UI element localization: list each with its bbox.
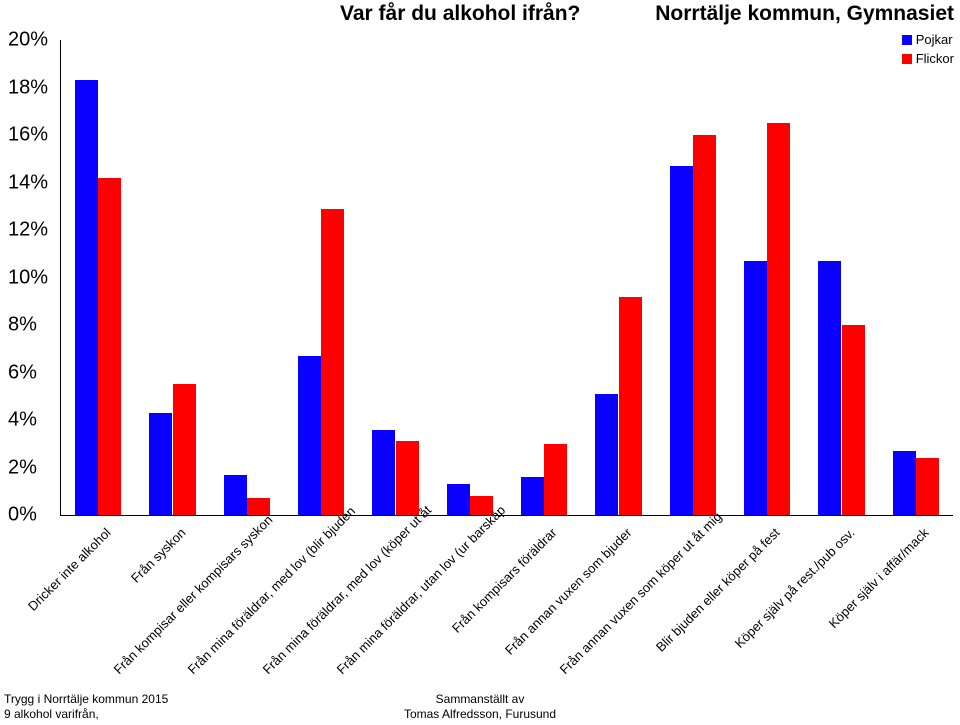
bar [298, 356, 321, 515]
footer-center-line2: Tomas Alfredsson, Furusund [404, 707, 556, 721]
y-tick-label: 12% [8, 219, 56, 242]
y-tick-label: 10% [8, 266, 56, 289]
chart-title-question: Var får du alkohol ifrån? [340, 2, 580, 26]
bar [818, 261, 841, 515]
bar [893, 451, 916, 515]
x-tick-label: Köper själv på rest./pub osv. [705, 525, 857, 677]
bar [544, 444, 567, 515]
y-tick-label: 2% [8, 456, 56, 479]
bar [916, 458, 939, 515]
x-tick-label: Från annan vuxen som bjuder [482, 525, 634, 677]
y-tick-label: 8% [8, 314, 56, 337]
chart-title-location: Norrtälje kommun, Gymnasiet [655, 2, 954, 26]
bar [842, 325, 865, 515]
x-tick-label: Blir bjuden eller köper på fest [631, 525, 783, 677]
bar [744, 261, 767, 515]
bar [321, 209, 344, 515]
y-tick-label: 0% [8, 504, 56, 527]
bar [149, 413, 172, 515]
bar [595, 394, 618, 515]
y-tick-label: 4% [8, 409, 56, 432]
x-tick-label: Från mina föräldrar, med lov (köper ut å… [259, 525, 411, 677]
bar [693, 135, 716, 515]
x-tick-label: Från kompisar eller kompisars syskon [110, 525, 262, 677]
bar [447, 484, 470, 515]
bar [173, 384, 196, 515]
bar [247, 498, 270, 515]
x-tick-label: Från syskon [36, 525, 188, 677]
footer-center: Sammanställt av Tomas Alfredsson, Furusu… [0, 692, 960, 721]
y-tick-label: 16% [8, 124, 56, 147]
bar [396, 441, 419, 515]
bar [75, 80, 98, 515]
x-tick-label: Från kompisars föräldrar [408, 525, 560, 677]
y-tick-label: 20% [8, 29, 56, 52]
x-tick-label: Från mina föräldrar, med lov (blir bjude… [185, 525, 337, 677]
bar [670, 166, 693, 515]
y-tick-label: 6% [8, 361, 56, 384]
bar [98, 178, 121, 515]
title-row: Var får du alkohol ifrån? Norrtälje komm… [0, 2, 960, 28]
bar [619, 297, 642, 516]
y-tick-label: 14% [8, 171, 56, 194]
x-tick-label: Från annan vuxen som köper ut åt mig [556, 525, 708, 677]
bar [521, 477, 544, 515]
plot-area [60, 40, 953, 516]
bar [224, 475, 247, 515]
footer-center-line1: Sammanställt av [436, 692, 525, 706]
x-tick-label: Köper själv i affär/mack [779, 525, 931, 677]
bar [372, 430, 395, 516]
y-tick-label: 18% [8, 76, 56, 99]
bar [767, 123, 790, 515]
x-tick-label: Från mina föräldrar, utan lov (ur barskå… [333, 525, 485, 677]
